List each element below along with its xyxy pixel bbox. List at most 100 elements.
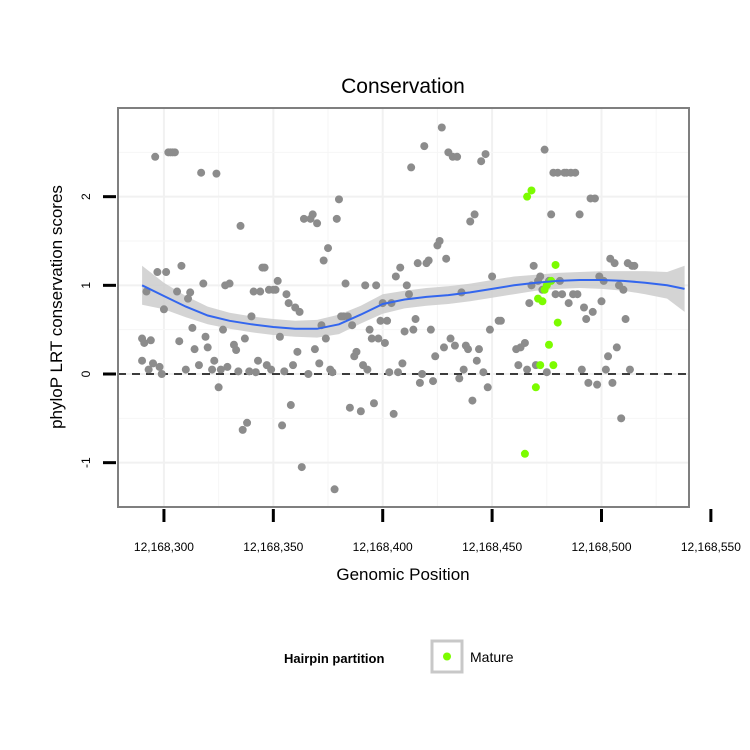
legend-title: Hairpin partition bbox=[284, 651, 384, 666]
data-point-other bbox=[363, 365, 372, 374]
data-point-other bbox=[369, 399, 378, 408]
data-point-other bbox=[199, 279, 208, 288]
data-point-other bbox=[540, 145, 549, 154]
data-point-other bbox=[240, 334, 249, 343]
data-point-other bbox=[466, 217, 475, 226]
data-point-other bbox=[472, 356, 481, 365]
data-point-other bbox=[310, 345, 319, 354]
chart-title: Conservation bbox=[341, 75, 465, 98]
data-point-other bbox=[267, 365, 276, 374]
data-point-other bbox=[437, 123, 446, 132]
data-point-other bbox=[376, 316, 385, 325]
data-point-other bbox=[453, 152, 462, 161]
data-point-other bbox=[181, 365, 190, 374]
data-point-other bbox=[577, 365, 586, 374]
data-point-other bbox=[260, 263, 269, 272]
data-point-other bbox=[151, 152, 160, 161]
smooth-line-group bbox=[141, 279, 685, 330]
data-point-other bbox=[155, 362, 164, 371]
data-point-other bbox=[313, 219, 322, 228]
data-point-other bbox=[420, 142, 429, 151]
data-point-other bbox=[177, 261, 186, 270]
y-tick-label: 2 bbox=[79, 193, 93, 200]
data-point-other bbox=[234, 367, 243, 376]
data-point-other bbox=[413, 259, 422, 268]
data-point-other bbox=[398, 359, 407, 368]
data-point-other bbox=[610, 259, 619, 268]
data-point-other bbox=[529, 261, 538, 270]
data-point-other bbox=[558, 290, 567, 299]
data-point-other bbox=[612, 343, 621, 352]
data-point-other bbox=[289, 361, 298, 370]
legend: Hairpin partition Mature bbox=[284, 639, 514, 674]
data-point-other bbox=[551, 290, 560, 299]
data-point-other bbox=[186, 288, 195, 297]
data-point-other bbox=[280, 367, 289, 376]
smooth-line bbox=[141, 279, 685, 330]
data-point-other bbox=[308, 210, 317, 219]
x-axis-ticks: 12,168,300 12,168,350 12,168,400 12,168,450… bbox=[134, 509, 741, 554]
data-point-other bbox=[210, 356, 219, 365]
data-point-mature bbox=[544, 340, 553, 349]
data-point-mature bbox=[551, 260, 560, 269]
y-tick-label: 0 bbox=[79, 370, 93, 377]
data-point-other bbox=[415, 378, 424, 387]
data-point-other bbox=[146, 336, 155, 345]
data-point-other bbox=[352, 347, 361, 356]
data-point-other bbox=[547, 210, 556, 219]
data-point-other bbox=[188, 323, 197, 332]
data-point-other bbox=[334, 195, 343, 204]
data-point-other bbox=[593, 380, 602, 389]
data-point-other bbox=[348, 321, 357, 330]
data-point-other bbox=[367, 334, 376, 343]
y-axis-ticks: -1 0 1 2 bbox=[79, 193, 116, 468]
data-point-mature bbox=[520, 449, 529, 458]
data-point-other bbox=[345, 403, 354, 412]
data-point-other bbox=[396, 263, 405, 272]
data-point-other bbox=[429, 377, 438, 386]
legend-label-mature: Mature bbox=[470, 649, 514, 665]
data-point-other bbox=[372, 281, 381, 290]
data-point-other bbox=[149, 359, 158, 368]
data-point-other bbox=[162, 268, 171, 277]
data-point-other bbox=[238, 425, 247, 434]
data-point-mature bbox=[553, 318, 562, 327]
data-point-other bbox=[153, 268, 162, 277]
data-point-other bbox=[254, 356, 263, 365]
data-point-other bbox=[520, 338, 529, 347]
data-point-other bbox=[297, 463, 306, 472]
data-point-other bbox=[219, 325, 228, 334]
data-point-other bbox=[225, 279, 234, 288]
data-point-other bbox=[380, 338, 389, 347]
data-point-other bbox=[197, 168, 206, 177]
y-tick-label: 1 bbox=[79, 282, 93, 289]
data-point-other bbox=[604, 352, 613, 361]
data-point-other bbox=[411, 315, 420, 324]
data-point-mature bbox=[527, 186, 536, 195]
data-point-other bbox=[418, 370, 427, 378]
data-point-mature bbox=[536, 361, 545, 370]
data-point-other bbox=[479, 368, 488, 377]
data-point-other bbox=[140, 338, 149, 347]
data-point-other bbox=[273, 276, 282, 285]
x-tick-label: 12,168,350 bbox=[243, 540, 303, 554]
data-point-other bbox=[400, 327, 409, 336]
data-point-other bbox=[468, 396, 477, 405]
data-point-other bbox=[212, 169, 221, 178]
data-point-other bbox=[404, 290, 413, 299]
legend-key-mature-dot bbox=[443, 652, 451, 661]
data-point-other bbox=[278, 421, 287, 430]
data-point-other bbox=[295, 307, 304, 316]
data-point-other bbox=[477, 157, 486, 166]
data-point-other bbox=[597, 297, 606, 306]
data-point-other bbox=[564, 299, 573, 308]
data-point-other bbox=[496, 316, 505, 325]
data-point-other bbox=[190, 345, 199, 354]
data-point-other bbox=[608, 378, 617, 387]
data-point-other bbox=[571, 168, 580, 177]
x-tick-label: 12,168,300 bbox=[134, 540, 194, 554]
data-point-other bbox=[459, 365, 468, 374]
data-point-other bbox=[328, 368, 337, 377]
data-point-other bbox=[365, 325, 374, 334]
